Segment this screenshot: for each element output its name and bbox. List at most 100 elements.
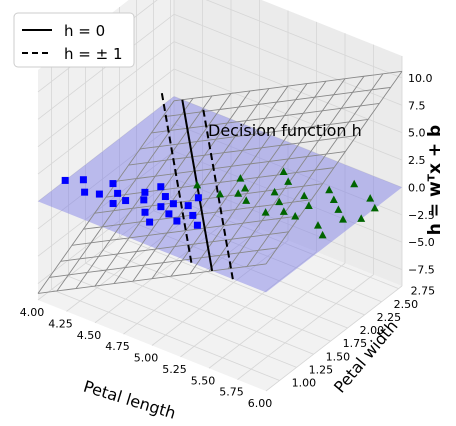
x-axis-label: Petal length xyxy=(81,377,178,423)
grid-line xyxy=(237,274,374,380)
point-class-0 xyxy=(61,176,69,184)
y-tick-label: 2.50 xyxy=(394,298,419,311)
tick-labels: 4.004.25 4.504.75 5.005.25 5.505.75 6.00 1.00… xyxy=(20,72,435,410)
surface-grid-line xyxy=(49,247,278,278)
scatter-points xyxy=(61,167,379,239)
point-class-1 xyxy=(241,183,249,192)
point-class-1 xyxy=(279,207,288,215)
z-tick-label: 7.5 xyxy=(408,99,426,112)
point-class-0 xyxy=(141,208,149,216)
point-class-1 xyxy=(193,180,202,189)
point-class-0 xyxy=(141,188,149,196)
y-tick-label: 2.75 xyxy=(411,285,436,298)
point-class-1 xyxy=(329,195,338,204)
surface-grid-line xyxy=(71,215,301,246)
point-class-0 xyxy=(193,221,201,229)
x-tick-label: 5.25 xyxy=(162,363,187,376)
grid-line xyxy=(208,262,346,369)
point-class-1 xyxy=(350,179,359,188)
x-tick-label: 4.75 xyxy=(105,340,130,353)
grid-line xyxy=(173,150,403,243)
point-class-0 xyxy=(146,218,154,226)
point-class-1 xyxy=(304,201,313,209)
x-tick-label: 5.00 xyxy=(134,352,159,365)
surface-grid-line xyxy=(128,135,357,166)
point-class-0 xyxy=(109,200,117,208)
point-class-1 xyxy=(300,191,309,200)
point-class-1 xyxy=(339,215,347,223)
x-tick-label: 4.50 xyxy=(77,329,102,342)
x-tick-label: 4.25 xyxy=(48,317,73,330)
point-class-1 xyxy=(357,214,366,222)
x-tick-label: 5.75 xyxy=(219,386,244,399)
grid-line xyxy=(265,285,403,392)
surface-grid-line xyxy=(139,119,369,150)
grid-line xyxy=(37,123,175,230)
point-class-0 xyxy=(157,183,165,191)
y-tick-label: 1.25 xyxy=(309,363,334,376)
point-class-1 xyxy=(234,189,243,197)
point-class-1 xyxy=(291,211,300,220)
margin-line-plus xyxy=(202,107,234,280)
left-pane xyxy=(38,0,174,300)
point-class-0 xyxy=(122,197,130,205)
legend-label-h0: h = 0 xyxy=(64,22,105,40)
point-class-0 xyxy=(157,203,165,211)
grid-line xyxy=(37,194,175,301)
grid-line xyxy=(205,0,403,79)
x-tick-label: 5.50 xyxy=(191,374,216,387)
grid-line xyxy=(123,228,260,335)
x-tick-label: 6.00 xyxy=(248,397,273,410)
y-tick-label: 1.75 xyxy=(343,337,368,350)
grid-line xyxy=(37,150,175,257)
margin-line-minus xyxy=(160,91,193,263)
point-class-0 xyxy=(169,200,177,208)
point-class-1 xyxy=(279,167,288,176)
point-class-1 xyxy=(284,177,293,185)
surface-grid-line xyxy=(37,263,267,294)
z-tick-label: 2.5 xyxy=(408,154,426,167)
y-tick-label: 2.25 xyxy=(377,311,402,324)
z-tick-label: −7.5 xyxy=(408,264,435,277)
point-class-1 xyxy=(366,194,375,202)
point-class-0 xyxy=(161,193,169,201)
point-class-0 xyxy=(109,180,117,188)
y-tick-label: 1.50 xyxy=(326,350,351,363)
grid-line xyxy=(68,276,297,368)
point-class-1 xyxy=(314,221,322,229)
surface-grid-line xyxy=(162,86,391,118)
grid-line xyxy=(173,96,403,188)
grid-line xyxy=(85,262,314,355)
surface-grid-line xyxy=(117,151,346,182)
z-tick-label: −5.0 xyxy=(408,236,435,249)
z-tick-label: −2.5 xyxy=(408,209,435,222)
grid-line xyxy=(37,68,175,175)
point-class-1 xyxy=(334,205,343,213)
point-class-0 xyxy=(173,217,181,225)
grid-line xyxy=(94,217,232,324)
point-class-1 xyxy=(236,174,245,182)
z-tick-label: 0.0 xyxy=(408,181,426,194)
z-axis-label: h = wᵀx + b xyxy=(425,125,445,235)
grid-line xyxy=(151,240,289,346)
surface-grid-line xyxy=(151,102,380,134)
point-class-1 xyxy=(216,189,224,198)
point-class-0 xyxy=(184,202,192,210)
grid-line xyxy=(37,96,175,202)
y-tick-label: 2.00 xyxy=(360,324,385,337)
grid-line xyxy=(180,251,317,358)
grid-line xyxy=(37,178,175,284)
annotation-decision-function: Decision function h xyxy=(208,121,362,140)
point-class-0 xyxy=(81,188,89,196)
y-tick-label: 1.00 xyxy=(292,377,317,390)
grid-line xyxy=(173,123,403,216)
point-class-1 xyxy=(275,197,284,206)
grid-line xyxy=(119,236,348,329)
point-class-0 xyxy=(79,176,87,184)
grid-line xyxy=(51,289,280,381)
grid-line xyxy=(136,223,365,316)
point-class-0 xyxy=(194,194,202,202)
legend: h = 0 h = ± 1 xyxy=(13,12,135,68)
grid-line xyxy=(153,210,382,303)
